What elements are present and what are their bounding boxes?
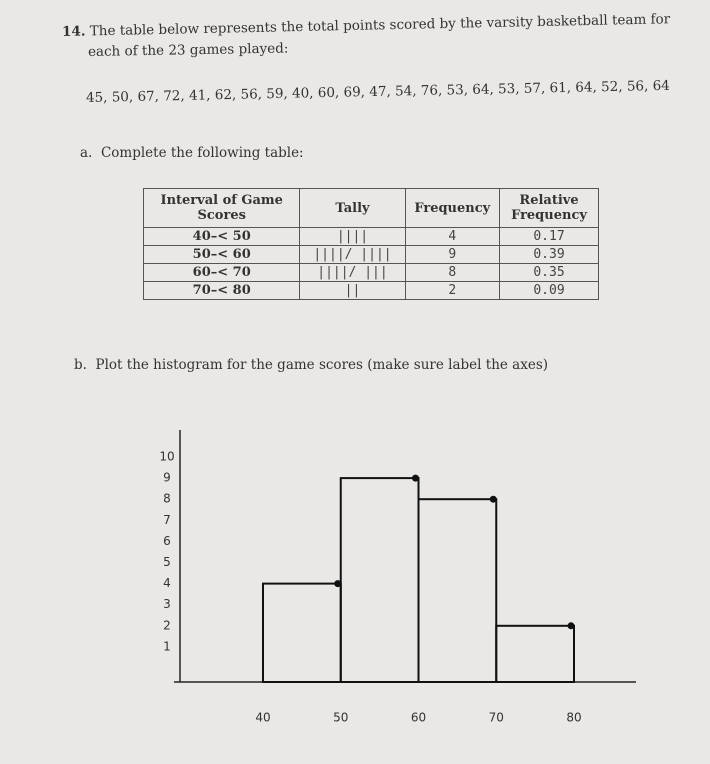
y-tick-label: 10 [159,450,174,464]
x-tick-label: 40 [255,711,270,725]
y-tick-label: 1 [163,639,171,653]
part-label: a. [80,145,93,161]
bar [339,477,420,683]
bar [262,582,342,683]
y-tick-label: 7 [163,513,171,527]
bar-dot [334,580,342,588]
bar [417,498,498,684]
part-b: b. Plot the histogram for the game score… [74,357,548,373]
cell: 50–< 60 [142,245,301,264]
y-tick-label: 4 [163,576,171,590]
part-label: b. [74,357,87,373]
bar-dot [567,622,575,630]
cell: 0.39 [499,245,599,264]
bar-dot [412,474,419,482]
x-tick-label: 80 [566,711,581,725]
table-row: Interval of Game Scores Tally Frequency Rel… [142,188,599,228]
y-tick-label: 2 [163,618,171,632]
part-a: a. Complete the following table: [80,145,304,161]
x-tick-label: 60 [411,711,426,725]
y-tick-label: 3 [163,597,171,611]
table-row: 50–< 60 ||||/ |||| 9 0.39 [142,245,599,264]
header-cell: Tally [299,188,406,228]
bar [495,624,575,683]
part-text: Complete the following table: [100,145,304,161]
table-row: 60–< 70 ||||/ ||| 8 0.35 [142,263,599,282]
y-tick-label: 6 [163,534,171,548]
bar-dot [489,495,497,503]
cell: 70–< 80 [142,281,301,300]
y-tick-label: 8 [163,492,171,506]
part-text: Plot the histogram for the game scores (… [95,357,549,373]
x-tick-label: 70 [489,711,504,725]
y-tick-label: 5 [163,555,171,569]
cell: 0.17 [499,227,599,246]
header-cell: Relative Frequency [499,188,599,228]
cell: |||| [299,227,406,246]
cell: ||||/ ||| [299,263,406,282]
table-row: 70–< 80 || 2 0.09 [142,281,599,300]
cell: || [299,281,406,300]
cell: 2 [404,281,501,300]
y-tick-label: 9 [163,471,171,485]
cell: 0.09 [499,281,599,300]
header-cell: Frequency [404,188,501,228]
x-tick-label: 50 [333,711,348,725]
header-cell: Interval of Game Scores [142,188,301,228]
cell: 0.35 [499,263,599,282]
frequency-table: Interval of Game Scores Tally Frequency Rel… [142,188,599,300]
